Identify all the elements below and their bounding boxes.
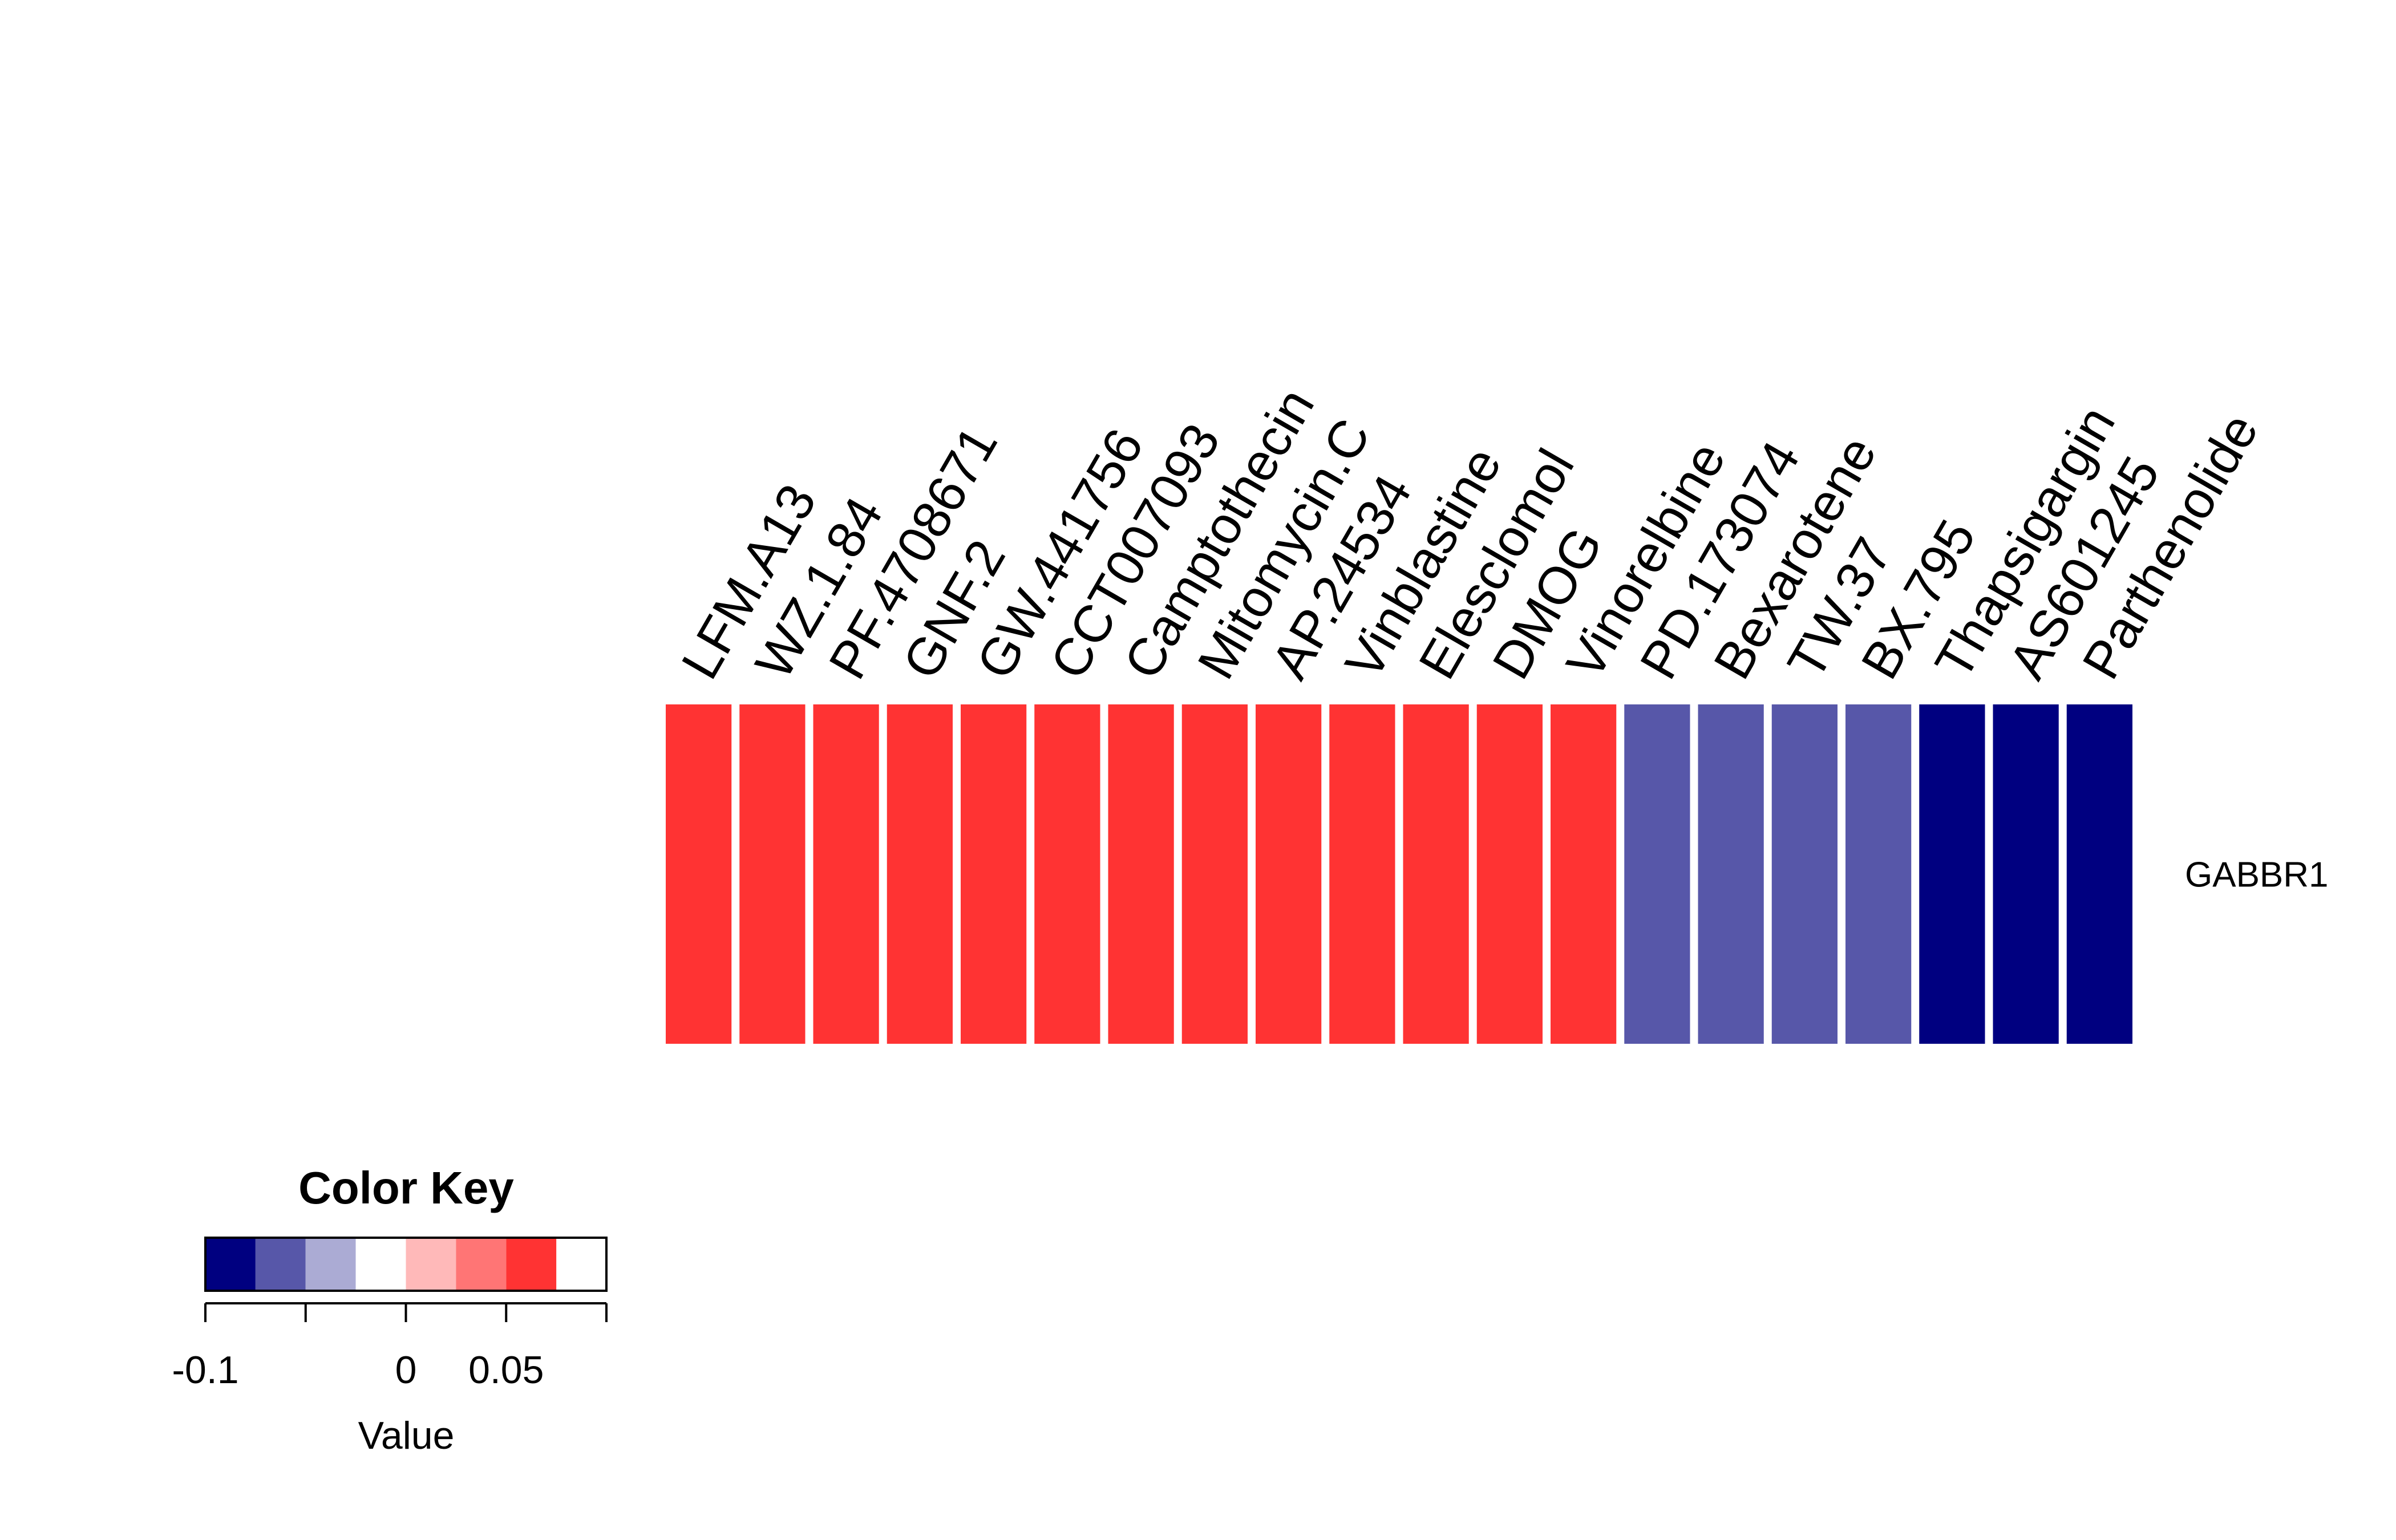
- heatmap-cell: [813, 704, 879, 1044]
- color-key-swatch: [355, 1238, 406, 1291]
- row-label: GABBR1: [2185, 856, 2329, 895]
- heatmap-cell: [1845, 704, 1912, 1044]
- color-key-swatches: [205, 1238, 557, 1291]
- heatmap-cell: [961, 704, 1027, 1044]
- heatmap-cell: [1919, 704, 1985, 1044]
- color-key-swatch: [456, 1238, 507, 1291]
- color-key-swatch: [255, 1238, 306, 1291]
- color-key-ticks: -0.1 0 0.05: [172, 1302, 608, 1392]
- heatmap-cell: [1624, 704, 1690, 1044]
- heatmap-cell: [1698, 704, 1764, 1044]
- row-labels: GABBR1: [2185, 856, 2329, 895]
- heatmap-cell: [1771, 704, 1838, 1044]
- color-key-swatch: [506, 1238, 557, 1291]
- color-key-tick-label: 0.05: [468, 1348, 544, 1392]
- color-key-swatch: [305, 1238, 356, 1291]
- color-key-title: Color Key: [298, 1162, 514, 1213]
- color-key-border: [204, 1237, 608, 1292]
- heatmap-cells: [666, 704, 2132, 1044]
- column-labels: LFM.A13WZ.1.84PF.4708671GNF.2GW.441756CC…: [671, 379, 2269, 688]
- color-key-swatch: [406, 1238, 456, 1291]
- color-key-xlabel: Value: [358, 1414, 455, 1457]
- heatmap-cell: [1181, 704, 1248, 1044]
- color-key: Color Key -0.1 0 0.05 Value: [172, 1162, 608, 1457]
- heatmap-cell: [1256, 704, 1322, 1044]
- heatmap-cell: [739, 704, 806, 1044]
- heatmap-cell: [1476, 704, 1543, 1044]
- heatmap-cell: [1329, 704, 1395, 1044]
- color-key-tick-label: 0: [395, 1348, 417, 1392]
- heatmap-cell: [2066, 704, 2132, 1044]
- color-key-swatch: [205, 1238, 256, 1291]
- heatmap-cell: [1403, 704, 1469, 1044]
- heatmap-cell: [1034, 704, 1100, 1044]
- heatmap-cell: [1108, 704, 1174, 1044]
- heatmap-cell: [887, 704, 953, 1044]
- heatmap-cell: [1551, 704, 1617, 1044]
- heatmap-cell: [1993, 704, 2059, 1044]
- color-key-tick-label: -0.1: [172, 1348, 238, 1392]
- heatmap-cell: [666, 704, 732, 1044]
